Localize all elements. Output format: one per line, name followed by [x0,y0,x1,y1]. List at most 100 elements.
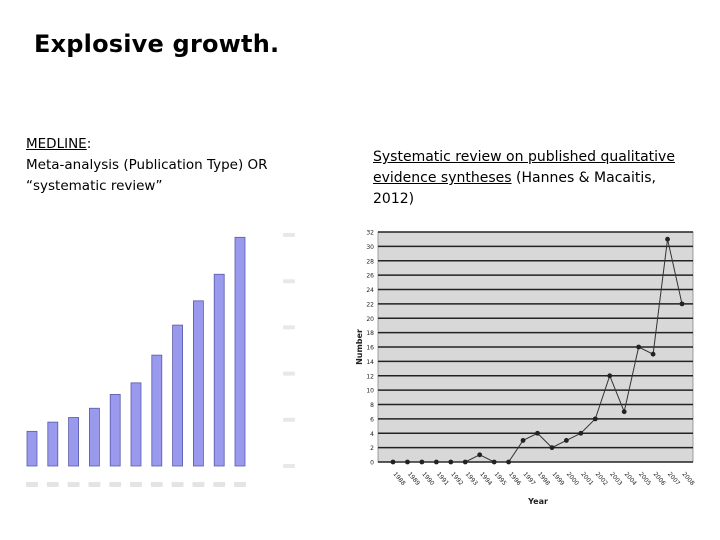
x-tick-mark [130,482,142,487]
bar [130,382,142,467]
bar [47,421,59,467]
data-point [650,351,656,357]
x-tick-mark [234,482,246,487]
x-tick-label: 2002 [594,471,609,487]
x-tick-mark [171,482,184,487]
y-tick-label: 2 [370,445,374,452]
y-tick-mark [283,417,295,422]
x-tick-mark [26,482,38,487]
data-point [390,459,396,465]
review-link-part-2[interactable]: evidence syntheses [373,170,512,186]
x-tick-mark [150,482,163,487]
x-tick-mark [213,482,226,487]
bar [151,354,163,467]
bar [109,393,121,467]
y-tick-label: 8 [370,402,374,409]
review-link-part-1[interactable]: Systematic review on published qualitati… [373,149,675,165]
x-tick-label: 1993 [464,471,479,487]
x-tick-label: 1990 [420,471,435,487]
y-tick-mark [283,279,295,284]
y-tick-label: 10 [366,388,374,395]
bar [68,417,79,467]
y-tick-label: 28 [366,258,374,265]
y-tick-mark [283,233,295,237]
data-point [564,438,569,443]
data-point [607,373,613,379]
data-point [636,344,642,350]
medline-link[interactable]: MEDLINE [26,136,87,152]
x-tick-mark [88,482,101,487]
data-point [477,452,483,458]
bar [234,236,246,467]
data-point [549,445,555,451]
x-tick-mark [192,482,205,487]
y-axis-label: Number [355,329,364,365]
y-tick-label: 14 [366,359,374,366]
data-point [578,430,584,436]
data-point [419,459,425,465]
data-point [448,459,454,465]
x-tick-label: 2000 [565,471,580,487]
left-caption: MEDLINE: Meta-analysis (Publication Type… [26,134,326,197]
y-tick-mark [283,371,295,376]
x-tick-label: 1998 [536,471,551,487]
x-tick-label: 1999 [550,471,565,487]
data-point [679,301,685,307]
y-tick-label: 0 [370,460,374,467]
x-tick-label: 1995 [493,471,508,487]
y-tick-label: 4 [370,431,374,438]
x-axis-label: Year [527,497,548,506]
x-tick-label: 2008 [680,471,695,487]
y-tick-label: 30 [366,244,374,251]
y-tick-label: 18 [366,330,374,337]
x-tick-label: 2005 [637,471,652,487]
search-query-line-1: Meta-analysis (Publication Type) OR [26,157,268,173]
y-tick-mark [283,464,295,468]
x-tick-label: 2007 [666,471,681,487]
data-point [621,409,627,415]
citation-text: (Hannes & Macaitis, [511,170,656,186]
slide-title: Explosive growth. [34,30,280,58]
x-tick-label: 1988 [391,471,406,487]
y-tick-label: 24 [366,287,374,294]
x-tick-mark [109,482,122,487]
x-tick-label: 1996 [507,471,522,487]
y-tick-mark [283,325,295,330]
data-point [462,459,468,465]
x-tick-label: 2003 [608,471,623,487]
data-point [433,459,439,465]
data-point [520,438,526,443]
data-point [592,416,598,422]
x-tick-label: 1989 [406,471,421,487]
y-tick-label: 32 [366,230,374,237]
x-tick-label: 1991 [435,471,450,487]
data-point [506,459,511,465]
search-query-line-2: “systematic review” [26,178,163,194]
medline-colon: : [86,136,92,152]
data-point [491,459,497,465]
bar [213,273,225,467]
data-point [405,459,410,465]
y-tick-label: 22 [366,301,374,308]
x-tick-mark [46,482,59,487]
bar [172,324,184,467]
y-tick-label: 20 [366,316,374,323]
bar [89,407,100,467]
citation-year: 2012) [373,191,415,207]
bar [26,430,38,467]
x-tick-label: 1992 [449,471,464,487]
bar [192,300,204,467]
x-tick-label: 2001 [579,471,594,487]
y-tick-label: 12 [366,373,374,380]
x-tick-mark [67,482,80,487]
y-tick-label: 16 [366,345,374,352]
x-tick-label: 1997 [522,471,537,487]
data-point [535,430,540,436]
x-tick-label: 2004 [623,471,638,487]
data-point [665,236,670,242]
y-tick-label: 26 [366,273,374,280]
right-caption: Systematic review on published qualitati… [373,147,703,210]
x-tick-label: 1994 [478,471,493,487]
